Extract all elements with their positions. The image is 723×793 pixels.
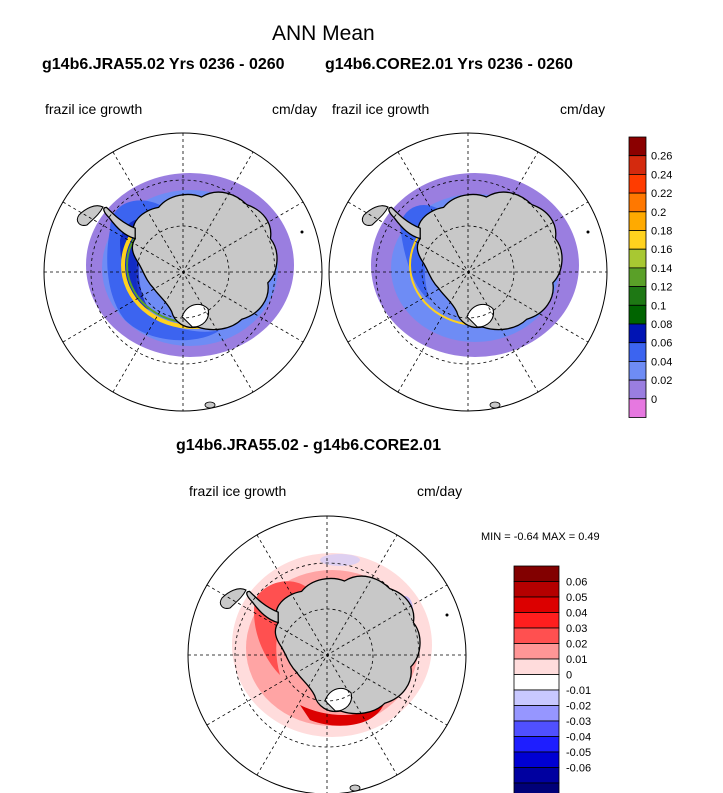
colorbar-diff-tick-label: 0.03: [566, 623, 587, 635]
colorbar-main-swatch: [628, 136, 647, 157]
colorbar-main-tick-label: 0.12: [651, 282, 672, 294]
colorbar-main-tick-label: 0.18: [651, 226, 672, 238]
colorbar-main-tick-label: 0: [651, 394, 657, 406]
colorbar-diff-swatch: [513, 596, 560, 613]
map-panel-difference: [187, 515, 467, 793]
colorbar-diff-swatch: [513, 736, 560, 753]
colorbar-difference: 0.06 0.05 0.04 0.03 0.02 0.01 0 -0.01 -0.02 -0.03…: [513, 565, 591, 793]
colorbar-diff-tick-label: 0: [566, 670, 572, 682]
colorbar-main-swatch: [628, 173, 647, 194]
map-panel-jra55: [43, 132, 323, 412]
map-panel-core2: [328, 132, 608, 412]
colorbar-diff-swatch: [513, 658, 560, 675]
page-title: ANN Mean: [272, 22, 375, 45]
colorbar-diff-swatch: [513, 720, 560, 737]
colorbar-main: 0.26 0.24 0.22 0.2 0.18 0.16 0.14 0.12 0.1 0.08 0.…: [628, 136, 672, 418]
colorbar-diff-tick-label: 0.06: [566, 577, 587, 589]
colorbar-diff-swatch: [513, 612, 560, 629]
colorbar-main-swatch: [628, 155, 647, 175]
case2-label: g14b6.CORE2.01 Yrs 0236 - 0260: [325, 56, 573, 73]
panel1-units-label: cm/day: [272, 101, 318, 117]
colorbar-diff-swatch: [513, 674, 560, 691]
colorbar-diff-tick-label: -0.05: [566, 747, 591, 759]
diff-title: g14b6.JRA55.02 - g14b6.CORE2.01: [176, 437, 442, 454]
colorbar-main-swatch: [628, 398, 647, 418]
colorbar-main-swatch: [628, 192, 647, 213]
colorbar-main-swatch: [628, 304, 647, 325]
colorbar-main-tick-label: 0.2: [651, 207, 666, 219]
diff-units-label: cm/day: [417, 483, 463, 499]
colorbar-diff-swatch: [513, 565, 560, 582]
diff-variable-label: frazil ice growth: [189, 483, 287, 499]
colorbar-main-tick-label: 0.02: [651, 375, 672, 387]
colorbar-main-swatch: [628, 211, 647, 231]
colorbar-diff-swatch: [513, 705, 560, 722]
colorbar-diff-swatch: [513, 767, 560, 784]
colorbar-diff-swatch: [513, 689, 560, 706]
panel2-variable-label: frazil ice growth: [332, 101, 430, 117]
colorbar-main-tick-label: 0.24: [651, 169, 672, 181]
colorbar-main-swatch: [628, 379, 647, 400]
case1-label: g14b6.JRA55.02 Yrs 0236 - 0260: [42, 56, 285, 73]
colorbar-main-tick-label: 0.14: [651, 263, 672, 275]
colorbar-diff-tick-label: 0.04: [566, 608, 587, 620]
colorbar-diff-tick-label: -0.04: [566, 732, 591, 744]
colorbar-diff-tick-label: 0.02: [566, 639, 587, 651]
colorbar-diff-tick-label: -0.02: [566, 701, 591, 713]
colorbar-main-swatch: [628, 286, 647, 306]
colorbar-diff-tick-label: -0.03: [566, 716, 591, 728]
colorbar-main-tick-label: 0.08: [651, 319, 672, 331]
colorbar-main-swatch: [628, 360, 647, 381]
colorbar-main-swatch: [628, 323, 647, 344]
colorbar-diff-tick-label: -0.06: [566, 763, 591, 775]
colorbar-diff-tick-label: 0.05: [566, 592, 587, 604]
colorbar-diff-swatch: [513, 751, 560, 768]
colorbar-diff-swatch: [513, 643, 560, 660]
colorbar-main-swatch: [628, 267, 647, 287]
colorbar-main-tick-label: 0.06: [651, 338, 672, 350]
colorbar-main-tick-label: 0.16: [651, 244, 672, 256]
colorbar-diff-tick-label: 0.01: [566, 654, 587, 666]
colorbar-main-tick-label: 0.04: [651, 356, 672, 368]
colorbar-main-swatch: [628, 230, 647, 250]
colorbar-main-tick-label: 0.1: [651, 300, 666, 312]
colorbar-diff-swatch: [513, 782, 560, 793]
panel1-variable-label: frazil ice growth: [45, 101, 143, 117]
colorbar-diff-swatch: [513, 627, 560, 644]
colorbar-main-tick-label: 0.26: [651, 151, 672, 163]
colorbar-main-swatch: [628, 342, 647, 362]
colorbar-main-tick-label: 0.22: [651, 188, 672, 200]
colorbar-diff-tick-label: -0.01: [566, 685, 591, 697]
panel2-units-label: cm/day: [560, 101, 606, 117]
colorbar-diff-swatch: [513, 581, 560, 598]
min-max-label: MIN = -0.64 MAX = 0.49: [481, 531, 600, 543]
colorbar-main-swatch: [628, 248, 647, 269]
